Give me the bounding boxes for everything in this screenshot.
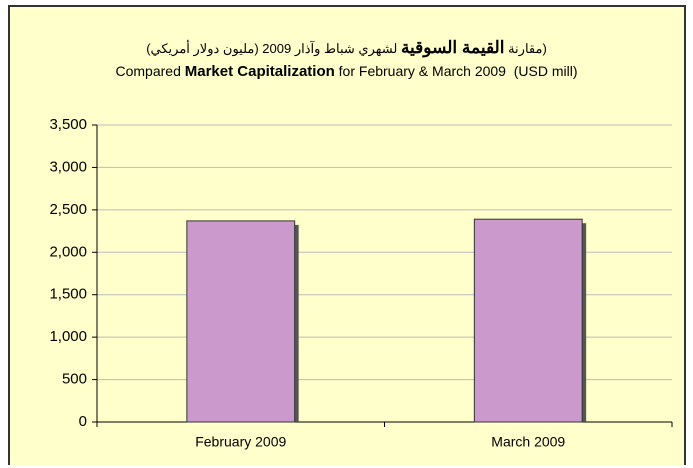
- title-part: for February & March 2009 (USD mill): [334, 63, 578, 79]
- y-tick-label: 2,000: [49, 243, 87, 260]
- y-tick-label: 500: [62, 371, 87, 388]
- title-part: القيمة السوقية: [400, 38, 505, 57]
- y-tick-label: 1,000: [49, 328, 87, 345]
- title-english: Compared Market Capitalization for Febru…: [0, 63, 693, 80]
- bar: [186, 220, 296, 423]
- y-tick-label: 3,000: [49, 158, 87, 175]
- x-tick-label: March 2009: [491, 434, 565, 450]
- title-arabic: (مقارنة القيمة السوقية لشهري شباط وآذار …: [0, 38, 693, 58]
- title-part: Compared: [115, 63, 185, 79]
- title-part: (مقارنة: [504, 41, 547, 56]
- y-tick-label: 3,500: [49, 116, 87, 133]
- x-tick-label: February 2009: [195, 434, 286, 450]
- title-part: Market Capitalization: [184, 63, 335, 80]
- y-tick-label: 2,500: [49, 201, 87, 218]
- y-tick-label: 0: [79, 413, 87, 430]
- bar: [473, 218, 583, 423]
- y-tick-label: 1,500: [49, 286, 87, 303]
- title-part: لشهري شباط وآذار 2009 (مليون دولار أمريك…: [146, 41, 401, 56]
